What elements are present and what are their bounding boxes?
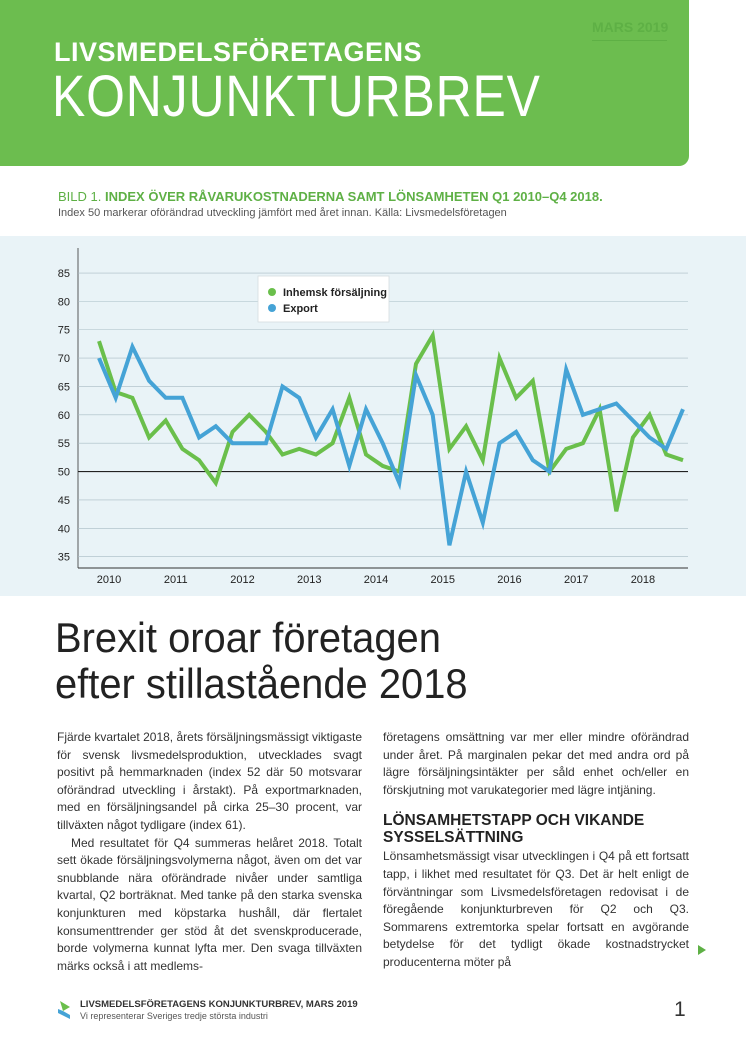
y-tick-label: 35 — [58, 552, 70, 564]
header-supertitle: LIVSMEDELSFÖRETAGENS — [54, 37, 423, 67]
x-tick-label: 2016 — [497, 574, 521, 586]
header-banner: LIVSMEDELSFÖRETAGENS KONJUNKTURBREV — [0, 0, 689, 166]
logo-icon — [58, 1001, 70, 1019]
article-headline: Brexit oroar företagen efter stillaståen… — [55, 615, 468, 707]
footer-subtitle: Vi representerar Sveriges tredje största… — [80, 1011, 268, 1021]
paragraph: Fjärde kvartalet 2018, årets försäljning… — [57, 730, 362, 832]
article-column-2: företagens omsättning var mer eller mind… — [383, 729, 689, 972]
footer-title: LIVSMEDELSFÖRETAGENS KONJUNKTURBREV, MAR… — [80, 999, 358, 1010]
figure-subtitle: Index 50 markerar oförändrad utveckling … — [58, 207, 507, 219]
y-tick-label: 70 — [58, 353, 70, 365]
paragraph: företagens omsättning var mer eller mind… — [383, 730, 689, 797]
y-tick-label: 55 — [58, 438, 70, 450]
article-column-1: Fjärde kvartalet 2018, årets försäljning… — [57, 729, 362, 975]
x-tick-label: 2013 — [297, 574, 321, 586]
y-tick-label: 65 — [58, 381, 70, 393]
legend-label: Inhemsk försäljning — [283, 287, 387, 299]
y-tick-label: 50 — [58, 467, 70, 479]
headline-line-1: Brexit oroar företagen — [55, 614, 441, 661]
figure-label: BILD 1. — [58, 189, 102, 204]
series-line-export — [97, 341, 685, 546]
y-tick-label: 60 — [58, 410, 70, 422]
figure-title: BILD 1. INDEX ÖVER RÅVARUKOSTNADERNA SAM… — [58, 189, 603, 204]
legend-label: Export — [283, 303, 318, 315]
x-tick-label: 2010 — [97, 574, 121, 586]
section-heading: LÖNSAMHETSTAPP OCH VIKANDE SYSSELSÄTTNIN… — [383, 812, 645, 847]
x-tick-label: 2015 — [430, 574, 454, 586]
x-tick-label: 2012 — [230, 574, 254, 586]
y-tick-label: 45 — [58, 495, 70, 507]
headline-line-2: efter stillastående 2018 — [55, 660, 468, 707]
x-tick-label: 2017 — [564, 574, 588, 586]
paragraph: Lönsamhetsmässigt visar utvecklingen i Q… — [383, 849, 689, 969]
y-tick-label: 75 — [58, 325, 70, 337]
figure-title-text: INDEX ÖVER RÅVARUKOSTNADERNA SAMT LÖNSAM… — [104, 189, 603, 204]
chart-legend — [257, 275, 390, 323]
date-underline — [592, 40, 667, 41]
series-line-inhemsk — [97, 329, 684, 512]
x-tick-label: 2011 — [164, 574, 188, 586]
legend-marker — [268, 288, 276, 296]
y-tick-label: 85 — [58, 268, 70, 280]
y-tick-label: 80 — [58, 296, 70, 308]
page-number: 1 — [674, 998, 686, 1021]
y-tick-label: 40 — [58, 523, 70, 535]
paragraph: Med resultatet för Q4 summeras helåret 2… — [57, 835, 362, 973]
x-tick-label: 2014 — [364, 574, 388, 586]
x-tick-label: 2018 — [631, 574, 655, 586]
continue-arrow-icon — [698, 945, 706, 955]
legend-marker — [268, 304, 276, 312]
issue-date: MARS 2019 — [592, 19, 669, 35]
header-title: KONJUNKTURBREV — [52, 64, 541, 129]
line-chart: 35 40 45 50 55 60 65 70 75 80 85 2010 2011 2012 2013 20… — [58, 248, 688, 586]
